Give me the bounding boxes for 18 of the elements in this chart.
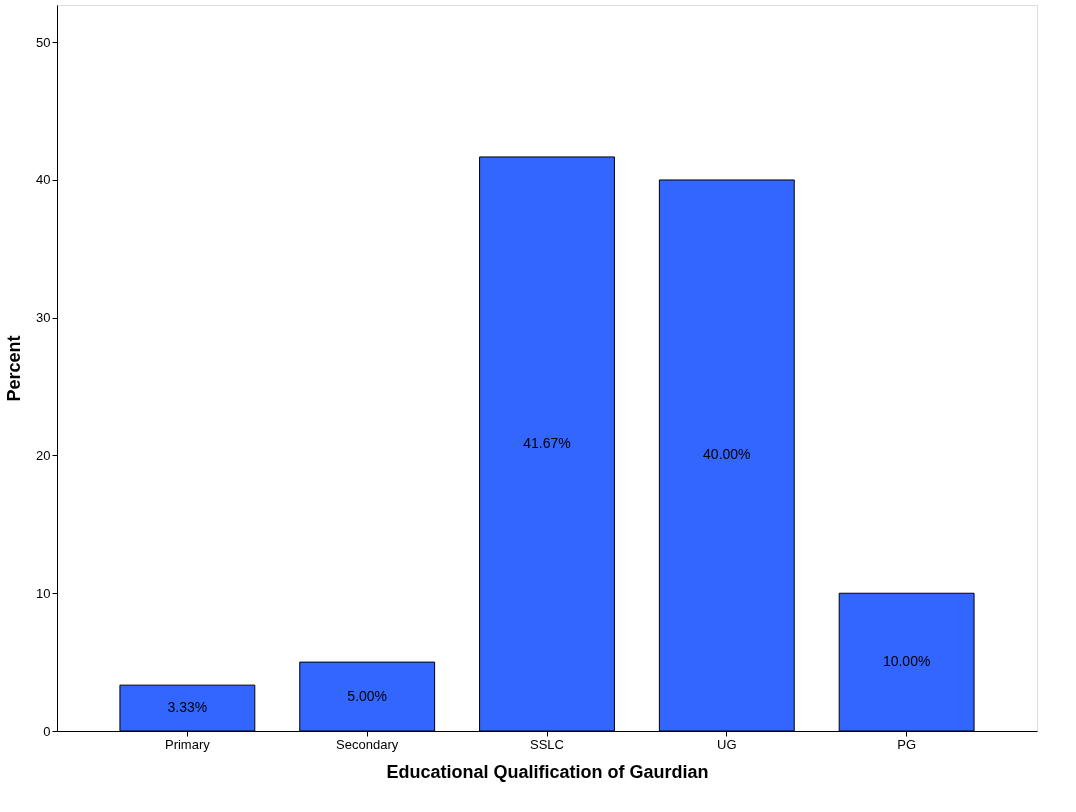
y-axis-title: Percent: [4, 335, 25, 402]
data-label: 3.33%: [167, 699, 208, 716]
data-label: 41.67%: [523, 434, 571, 451]
x-tick-label: SSLC: [530, 736, 564, 752]
y-tick-label: 20: [36, 447, 51, 463]
y-tick-label: 40: [36, 172, 51, 188]
y-tick-label: 0: [43, 723, 51, 739]
data-label: 40.00%: [703, 446, 751, 463]
y-tick-label: 30: [36, 310, 51, 326]
data-label: 5.00%: [347, 687, 388, 704]
x-tick-label: Primary: [164, 736, 211, 752]
y-tick-label: 10: [36, 585, 51, 601]
x-tick-label: UG: [717, 736, 737, 752]
y-tick-label: 50: [36, 34, 51, 50]
x-tick-label: PG: [897, 736, 917, 752]
x-tick-label: Secondary: [336, 736, 399, 752]
x-axis-title: Educational Qualification of Gaurdian: [386, 761, 709, 782]
data-label: 10.00%: [882, 653, 931, 670]
